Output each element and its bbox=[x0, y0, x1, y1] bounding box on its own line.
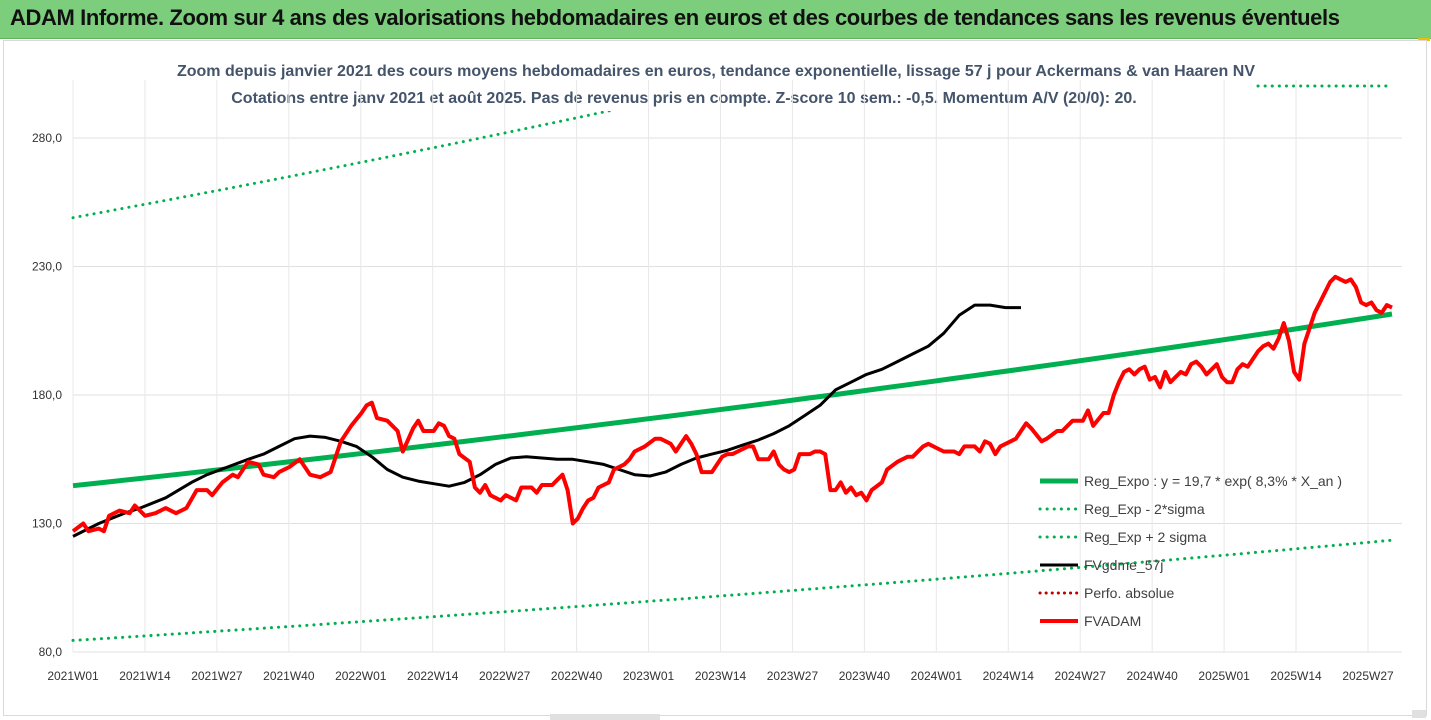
x-tick-label: 2023W14 bbox=[695, 669, 747, 683]
series-line-dotted bbox=[71, 538, 1394, 642]
x-tick-label: 2023W27 bbox=[767, 669, 819, 683]
x-tick-label: 2023W01 bbox=[623, 669, 675, 683]
chart-subtitle: Cotations entre janv 2021 et août 2025. … bbox=[231, 90, 1137, 107]
x-tick-label: 2024W40 bbox=[1126, 669, 1178, 683]
legend-label: Reg_Expo : y = 19,7 * exp( 8,3% * X_an ) bbox=[1084, 473, 1342, 489]
x-tick-label: 2021W40 bbox=[263, 669, 315, 683]
x-tick-label: 2022W14 bbox=[407, 669, 459, 683]
x-tick-label: 2021W14 bbox=[119, 669, 171, 683]
x-tick-label: 2022W01 bbox=[335, 669, 387, 683]
x-tick-label: 2021W01 bbox=[47, 669, 99, 683]
x-axis-ticks: 2021W01 2021W14 2021W27 2021W40 2022W01 2022W… bbox=[47, 669, 1394, 683]
gridlines bbox=[72, 80, 1402, 653]
chart-frame bbox=[3, 40, 1427, 716]
decor-strip-top bbox=[1418, 38, 1430, 41]
legend-label: FVADAM bbox=[1084, 613, 1141, 629]
y-tick-label: 130,0 bbox=[32, 517, 62, 531]
x-tick-label: 2024W01 bbox=[911, 669, 963, 683]
legend: Reg_Expo : y = 19,7 * exp( 8,3% * X_an )… bbox=[1038, 473, 1342, 629]
legend-label: Perfo. absolue bbox=[1084, 585, 1174, 601]
chart-title: Zoom depuis janvier 2021 des cours moyen… bbox=[177, 63, 1255, 80]
report-title: ADAM Informe. Zoom sur 4 ans des valoris… bbox=[10, 5, 1340, 30]
x-tick-label: 2025W27 bbox=[1342, 669, 1394, 683]
legend-label: FVgdme_57j bbox=[1084, 557, 1163, 573]
y-tick-label: 80,0 bbox=[39, 645, 63, 659]
legend-label: Reg_Exp - 2*sigma bbox=[1084, 501, 1205, 517]
x-tick-label: 2025W14 bbox=[1270, 669, 1322, 683]
series-line-smooth bbox=[72, 303, 1021, 538]
x-tick-label: 2023W40 bbox=[839, 669, 891, 683]
series-line-dotted bbox=[71, 111, 616, 220]
x-tick-label: 2024W14 bbox=[983, 669, 1035, 683]
legend-label: Reg_Exp + 2 sigma bbox=[1084, 529, 1207, 545]
y-tick-label: 280,0 bbox=[32, 131, 62, 145]
x-tick-label: 2022W40 bbox=[551, 669, 603, 683]
y-tick-label: 230,0 bbox=[32, 260, 62, 274]
title-bar: ADAM Informe. Zoom sur 4 ans des valoris… bbox=[0, 0, 1431, 39]
decor-strip-bottom-right bbox=[1412, 710, 1426, 718]
series-line-trend bbox=[72, 311, 1393, 489]
y-tick-label: 180,0 bbox=[32, 388, 62, 402]
series-line-price bbox=[71, 274, 1393, 534]
decor-strip-bottom bbox=[550, 714, 660, 720]
x-tick-label: 2025W01 bbox=[1198, 669, 1250, 683]
x-tick-label: 2024W27 bbox=[1055, 669, 1107, 683]
y-axis-ticks: 80,0 130,0 180,0 230,0 280,0 bbox=[32, 131, 62, 659]
series-lines bbox=[71, 111, 1394, 642]
x-tick-label: 2021W27 bbox=[191, 669, 243, 683]
x-tick-label: 2022W27 bbox=[479, 669, 531, 683]
